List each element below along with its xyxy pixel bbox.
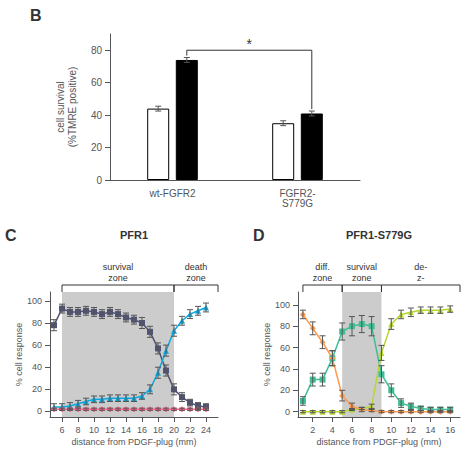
svg-text:12: 12 <box>406 425 416 435</box>
svg-text:24: 24 <box>201 425 211 435</box>
svg-text:0: 0 <box>285 407 290 417</box>
svg-text:% cell response: % cell response <box>14 323 24 387</box>
svg-text:2: 2 <box>310 425 315 435</box>
svg-text:B: B <box>30 7 42 24</box>
svg-text:0: 0 <box>96 175 102 186</box>
svg-text:20: 20 <box>169 425 179 435</box>
svg-text:16: 16 <box>445 425 455 435</box>
svg-text:60: 60 <box>32 340 42 350</box>
svg-text:(%TMRE positive): (%TMRE positive) <box>67 67 78 148</box>
svg-text:40: 40 <box>32 362 42 372</box>
svg-text:PFR1: PFR1 <box>120 229 148 241</box>
svg-text:14: 14 <box>121 425 131 435</box>
svg-text:0: 0 <box>37 406 42 416</box>
svg-text:distance from PDGF-plug (mm): distance from PDGF-plug (mm) <box>316 437 441 447</box>
svg-text:100: 100 <box>27 296 42 306</box>
svg-text:de-: de- <box>414 262 427 272</box>
svg-text:S779G: S779G <box>282 198 313 209</box>
svg-text:20: 20 <box>32 384 42 394</box>
svg-text:60: 60 <box>91 77 103 88</box>
svg-text:zone: zone <box>352 273 372 283</box>
svg-text:survival: survival <box>103 262 134 272</box>
svg-text:*: * <box>247 36 253 52</box>
svg-text:wt-FGFR2: wt-FGFR2 <box>148 188 196 199</box>
svg-text:20: 20 <box>91 142 103 153</box>
svg-text:zone: zone <box>186 273 206 283</box>
svg-text:8: 8 <box>75 425 80 435</box>
svg-text:C: C <box>5 227 17 244</box>
svg-text:100: 100 <box>275 300 290 310</box>
svg-text:distance from PDGF-plug (mm): distance from PDGF-plug (mm) <box>71 437 196 447</box>
svg-text:D: D <box>253 227 265 244</box>
svg-text:80: 80 <box>91 45 103 56</box>
svg-text:4: 4 <box>330 425 335 435</box>
svg-text:PFR1-S779G: PFR1-S779G <box>346 229 412 241</box>
svg-text:40: 40 <box>91 110 103 121</box>
svg-text:FGFR2-: FGFR2- <box>279 187 316 199</box>
svg-text:survival: survival <box>347 262 378 272</box>
svg-text:6: 6 <box>349 425 354 435</box>
svg-text:z-: z- <box>417 273 425 283</box>
svg-text:zone: zone <box>313 273 333 283</box>
svg-text:80: 80 <box>32 318 42 328</box>
svg-text:6: 6 <box>59 425 64 435</box>
svg-text:20: 20 <box>280 385 290 395</box>
svg-text:death: death <box>185 262 208 272</box>
svg-text:18: 18 <box>153 425 163 435</box>
svg-text:zone: zone <box>108 273 128 283</box>
svg-text:80: 80 <box>280 321 290 331</box>
svg-text:60: 60 <box>280 343 290 353</box>
svg-text:12: 12 <box>105 425 115 435</box>
svg-text:40: 40 <box>280 364 290 374</box>
svg-text:22: 22 <box>185 425 195 435</box>
svg-text:14: 14 <box>426 425 436 435</box>
svg-text:cell survival: cell survival <box>55 81 66 133</box>
svg-text:10: 10 <box>386 425 396 435</box>
svg-text:10: 10 <box>89 425 99 435</box>
svg-text:8: 8 <box>369 425 374 435</box>
svg-text:16: 16 <box>137 425 147 435</box>
svg-text:% cell response: % cell response <box>262 323 272 387</box>
svg-text:diff.: diff. <box>315 262 329 272</box>
